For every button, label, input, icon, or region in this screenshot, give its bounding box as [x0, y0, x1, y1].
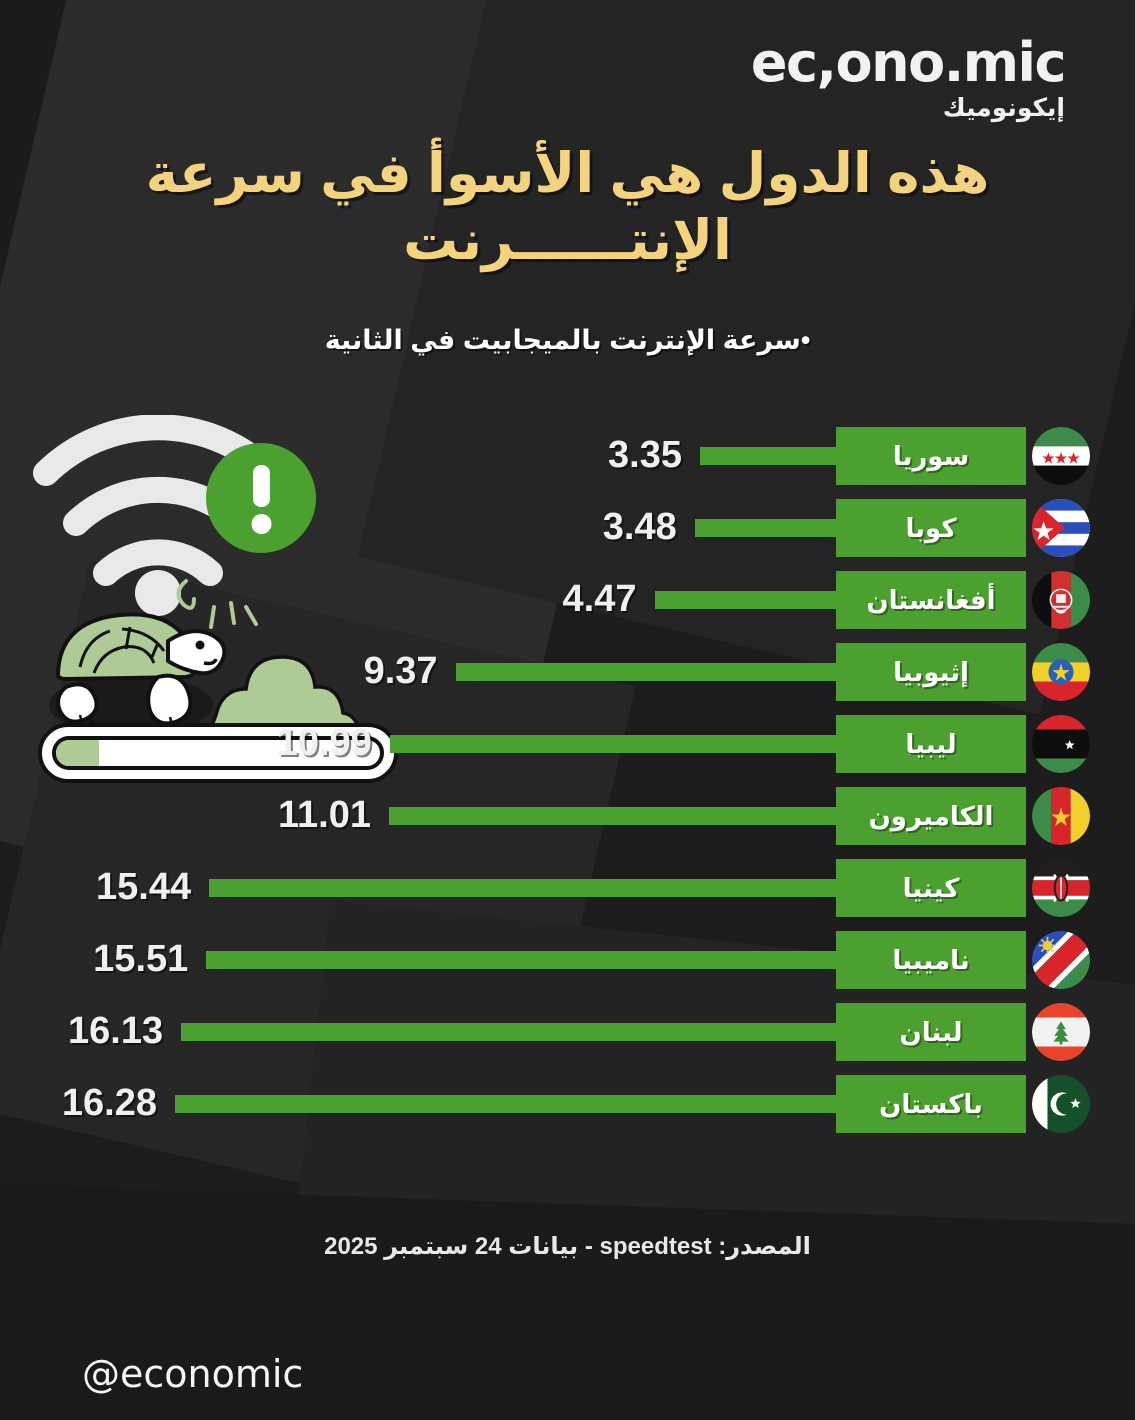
- value-bar: [654, 591, 836, 609]
- flag-ethiopia-icon: [1032, 643, 1090, 701]
- value-label: 10.99: [276, 722, 372, 764]
- bar-track: لبنان 16.13: [0, 996, 1026, 1068]
- bar-track: سوريا 3.35: [0, 420, 1026, 492]
- value-label: 16.28: [61, 1082, 157, 1124]
- value-bar: [175, 1095, 836, 1113]
- country-name: ليبيا: [905, 728, 957, 759]
- value-label: 3.48: [602, 506, 677, 548]
- logo-wordmark: ec,ono.mic: [750, 31, 1067, 94]
- country-name: إثيوبيا: [893, 656, 969, 687]
- country-name: لبنان: [899, 1016, 963, 1047]
- logo-wordmark-arabic: إيكونوميك: [942, 94, 1065, 122]
- value-bar: [206, 951, 836, 969]
- value-bar: [389, 735, 836, 753]
- source-note: المصدر: speedtest - بيانات 24 سبتمبر 202…: [324, 1233, 811, 1260]
- value-label: 15.44: [96, 866, 192, 908]
- country-name: كينيا: [902, 872, 960, 903]
- country-label-box: الكاميرون: [836, 787, 1026, 845]
- value-label: 4.47: [562, 578, 637, 620]
- value-label: 9.37: [363, 650, 438, 692]
- country-label-box: كينيا: [836, 859, 1026, 917]
- country-label-box: إثيوبيا: [836, 643, 1026, 701]
- country-label-box: أفغانستان: [836, 571, 1026, 629]
- flag-pakistan-icon: [1032, 1075, 1090, 1133]
- bar-track: كينيا 15.44: [0, 852, 1026, 924]
- country-name: باكستان: [879, 1088, 983, 1119]
- flag-afghanistan-icon: [1032, 571, 1090, 629]
- country-label-box: سوريا: [836, 427, 1026, 485]
- country-name: أفغانستان: [866, 584, 996, 615]
- flag-namibia-icon: [1032, 931, 1090, 989]
- country-name: الكاميرون: [868, 800, 994, 831]
- value-label: 11.01: [277, 794, 371, 836]
- bar-track: ناميبيا 15.51: [0, 924, 1026, 996]
- country-name: سوريا: [892, 440, 970, 471]
- flag-lebanon-icon: [1032, 1003, 1090, 1061]
- value-bar: [209, 879, 836, 897]
- value-bar: [388, 807, 836, 825]
- country-label-box: ليبيا: [836, 715, 1026, 773]
- flag-cameroon-icon: [1032, 787, 1090, 845]
- value-label: 3.35: [608, 434, 682, 476]
- country-label-box: لبنان: [836, 1003, 1026, 1061]
- chart-row: سوريا 3.35: [0, 420, 1135, 492]
- page-subtitle: •سرعة الإنترنت بالميجابيت في الثانية: [324, 325, 811, 355]
- bar-track: باكستان 16.28: [0, 1068, 1026, 1140]
- country-label-box: كوبا: [836, 499, 1026, 557]
- page-title: هذه الدول هي الأسوأ في سرعة الإنتــــــر…: [145, 142, 990, 272]
- value-bar: [699, 447, 836, 465]
- bar-track: إثيوبيا 9.37: [0, 636, 1026, 708]
- value-bar: [181, 1023, 836, 1041]
- bar-track: ليبيا 10.99: [0, 708, 1026, 780]
- flag-syria-icon: [1032, 427, 1090, 485]
- value-bar: [455, 663, 836, 681]
- country-label-box: باكستان: [836, 1075, 1026, 1133]
- chart-row: كينيا 15.44: [0, 852, 1135, 924]
- chart-row: ليبيا 10.99: [0, 708, 1135, 780]
- bar-chart: سوريا 3.35 كوبا 3.48 أفغانستان 4.47 إثيوبيا 9.3…: [0, 420, 1135, 1140]
- social-handle: @economic: [82, 1352, 304, 1396]
- brand-logo: ec,ono.mic إيكونوميك: [750, 31, 1067, 122]
- country-name: كوبا: [905, 512, 957, 543]
- bar-track: أفغانستان 4.47: [0, 564, 1026, 636]
- chart-row: ناميبيا 15.51: [0, 924, 1135, 996]
- bar-track: كوبا 3.48: [0, 492, 1026, 564]
- country-label-box: ناميبيا: [836, 931, 1026, 989]
- flag-libya-icon: [1032, 715, 1090, 773]
- value-bar: [694, 519, 836, 537]
- bar-track: الكاميرون 11.01: [0, 780, 1026, 852]
- value-label: 16.13: [68, 1010, 164, 1052]
- chart-row: إثيوبيا 9.37: [0, 636, 1135, 708]
- flag-cuba-icon: [1032, 499, 1090, 557]
- flag-kenya-icon: [1032, 859, 1090, 917]
- chart-row: لبنان 16.13: [0, 996, 1135, 1068]
- chart-row: باكستان 16.28: [0, 1068, 1135, 1140]
- chart-row: الكاميرون 11.01: [0, 780, 1135, 852]
- chart-row: كوبا 3.48: [0, 492, 1135, 564]
- chart-row: أفغانستان 4.47: [0, 564, 1135, 636]
- value-label: 15.51: [93, 938, 189, 980]
- country-name: ناميبيا: [892, 944, 970, 975]
